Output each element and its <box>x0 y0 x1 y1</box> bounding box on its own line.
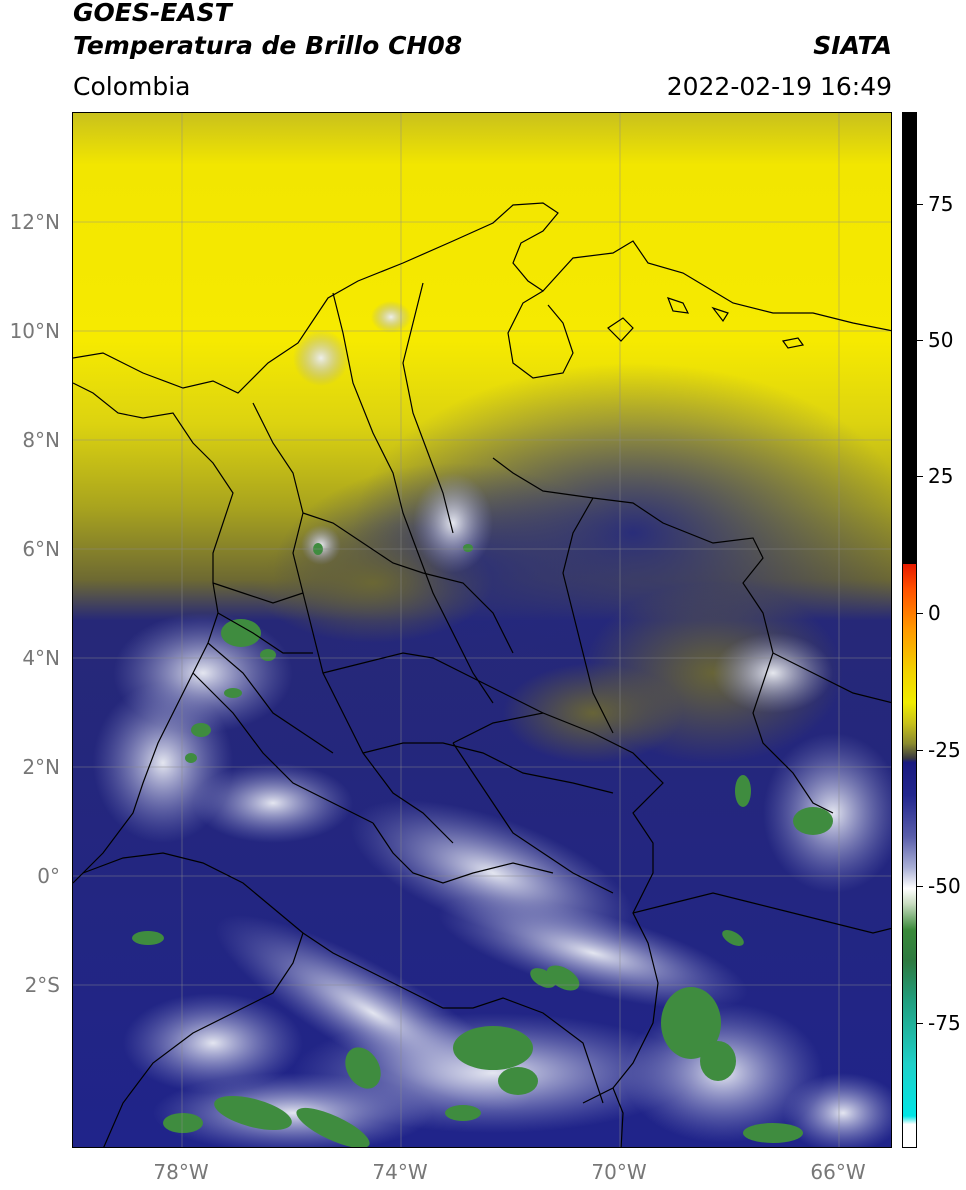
lat-tick-label: 0° <box>37 864 60 888</box>
colorbar-tick-label: -50 <box>928 874 961 898</box>
graticule <box>73 113 891 1147</box>
lat-tick-label: 2°S <box>24 973 60 997</box>
lon-tick-label: 74°W <box>372 1160 428 1184</box>
lat-tick-label: 12°N <box>9 210 60 234</box>
lon-tick-label: 66°W <box>810 1160 866 1184</box>
region-label: Colombia <box>73 72 191 101</box>
colorbar-tick-label: 0 <box>928 601 941 625</box>
satellite-map <box>72 112 892 1148</box>
lat-tick-label: 4°N <box>22 646 60 670</box>
title-product: Temperatura de Brillo CH08 <box>73 31 463 60</box>
colorbar-tick-label: -75 <box>928 1011 961 1035</box>
datetime-label: 2022-02-19 16:49 <box>666 72 892 101</box>
organization-label: SIATA <box>813 31 892 60</box>
lon-tick-label: 78°W <box>153 1160 209 1184</box>
political-boundaries <box>73 202 891 1147</box>
lon-tick-label: 70°W <box>591 1160 647 1184</box>
colorbar-tick-label: 25 <box>928 464 954 488</box>
colorbar-tick-label: -25 <box>928 738 961 762</box>
title-satellite: GOES-EAST <box>73 0 232 27</box>
lat-tick-label: 2°N <box>22 755 60 779</box>
lat-tick-label: 8°N <box>22 428 60 452</box>
colorbar-tick-label: 75 <box>928 192 954 216</box>
colorbar-tick-label: 50 <box>928 328 954 352</box>
lat-tick-label: 10°N <box>9 319 60 343</box>
lat-tick-label: 6°N <box>22 537 60 561</box>
colorbar <box>902 112 917 1148</box>
